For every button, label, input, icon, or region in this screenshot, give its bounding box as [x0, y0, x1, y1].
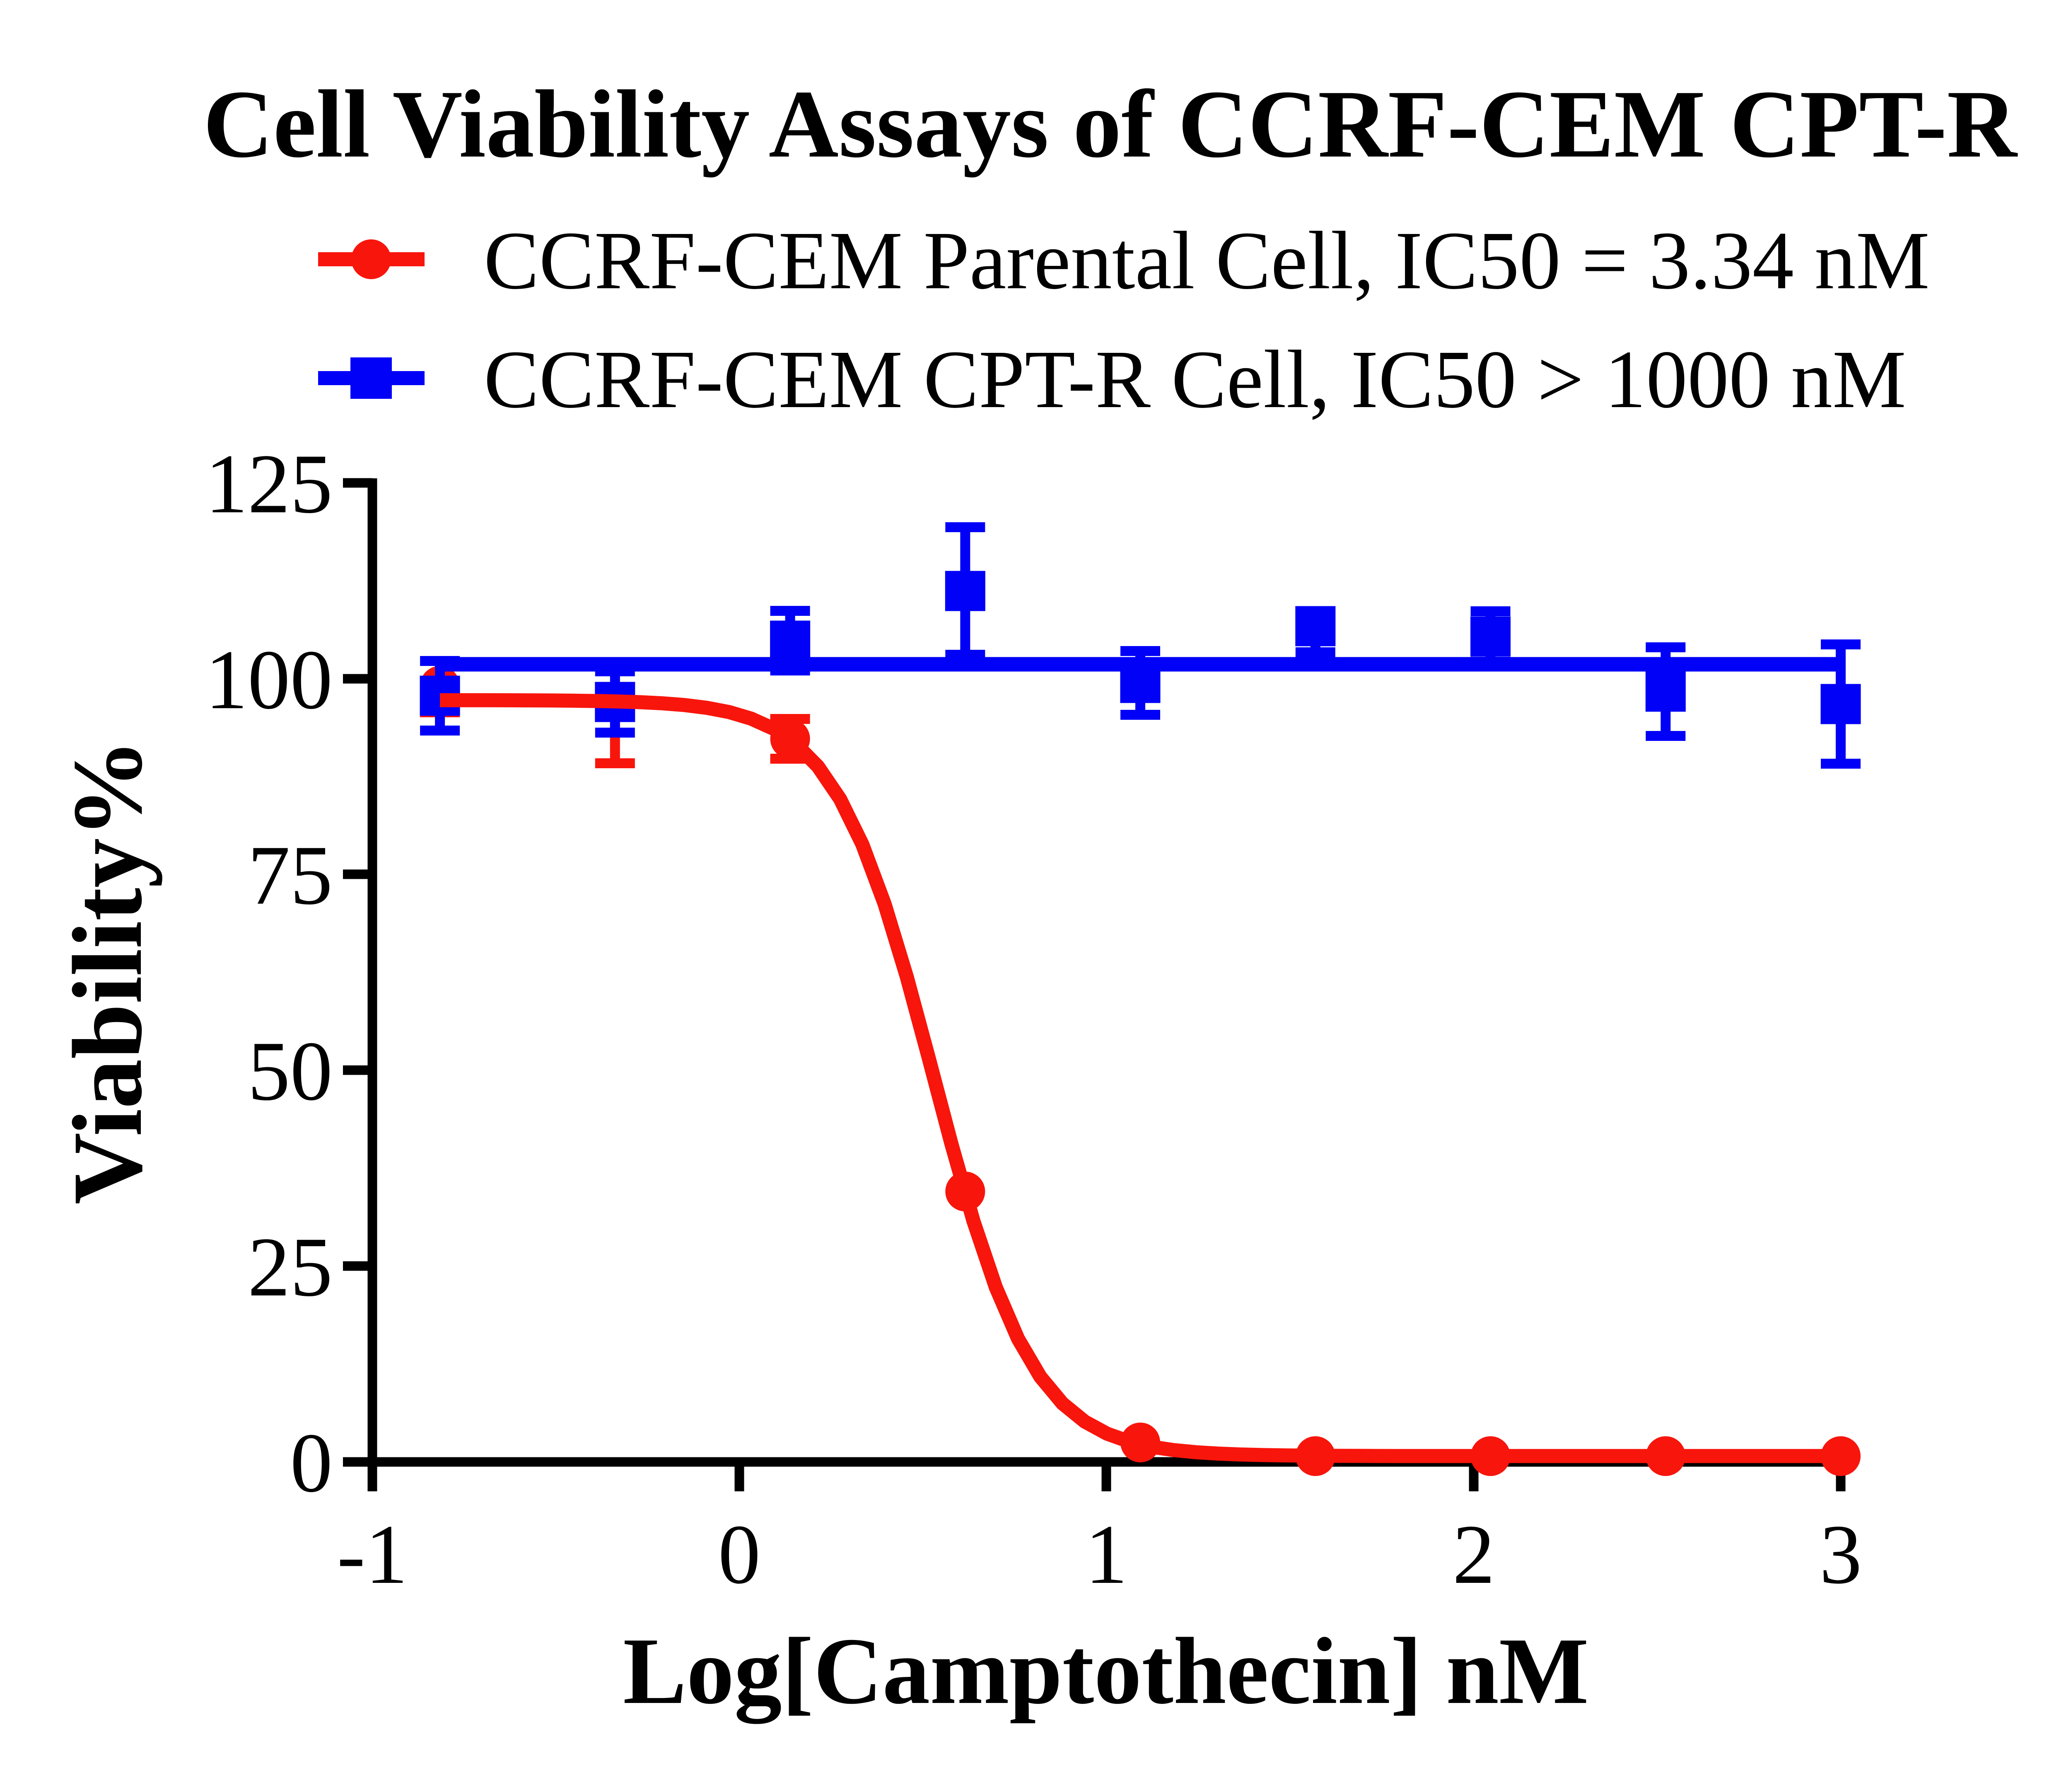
- svg-text:CCRF-CEM CPT-R Cell, IC50 > 10: CCRF-CEM CPT-R Cell, IC50 > 1000 nM: [484, 334, 1906, 425]
- svg-text:3: 3: [1820, 1507, 1862, 1601]
- svg-text:1: 1: [1085, 1507, 1128, 1601]
- svg-text:125: 125: [205, 437, 333, 531]
- svg-text:Log[Camptothecin] nM: Log[Camptothecin] nM: [623, 1618, 1589, 1724]
- svg-text:0: 0: [718, 1507, 761, 1601]
- svg-text:CCRF-CEM Parental Cell, IC50 =: CCRF-CEM Parental Cell, IC50 = 3.34 nM: [484, 215, 1930, 306]
- svg-text:Viability%: Viability%: [52, 739, 162, 1205]
- svg-text:0: 0: [290, 1416, 333, 1510]
- svg-text:Cell Viability Assays of CCRF-: Cell Viability Assays of CCRF-CEM CPT-R: [203, 70, 2018, 178]
- svg-text:25: 25: [248, 1220, 333, 1314]
- svg-text:100: 100: [205, 633, 333, 727]
- svg-text:2: 2: [1453, 1507, 1495, 1601]
- svg-text:75: 75: [248, 828, 333, 922]
- svg-text:50: 50: [248, 1024, 333, 1118]
- svg-text:-1: -1: [337, 1507, 408, 1601]
